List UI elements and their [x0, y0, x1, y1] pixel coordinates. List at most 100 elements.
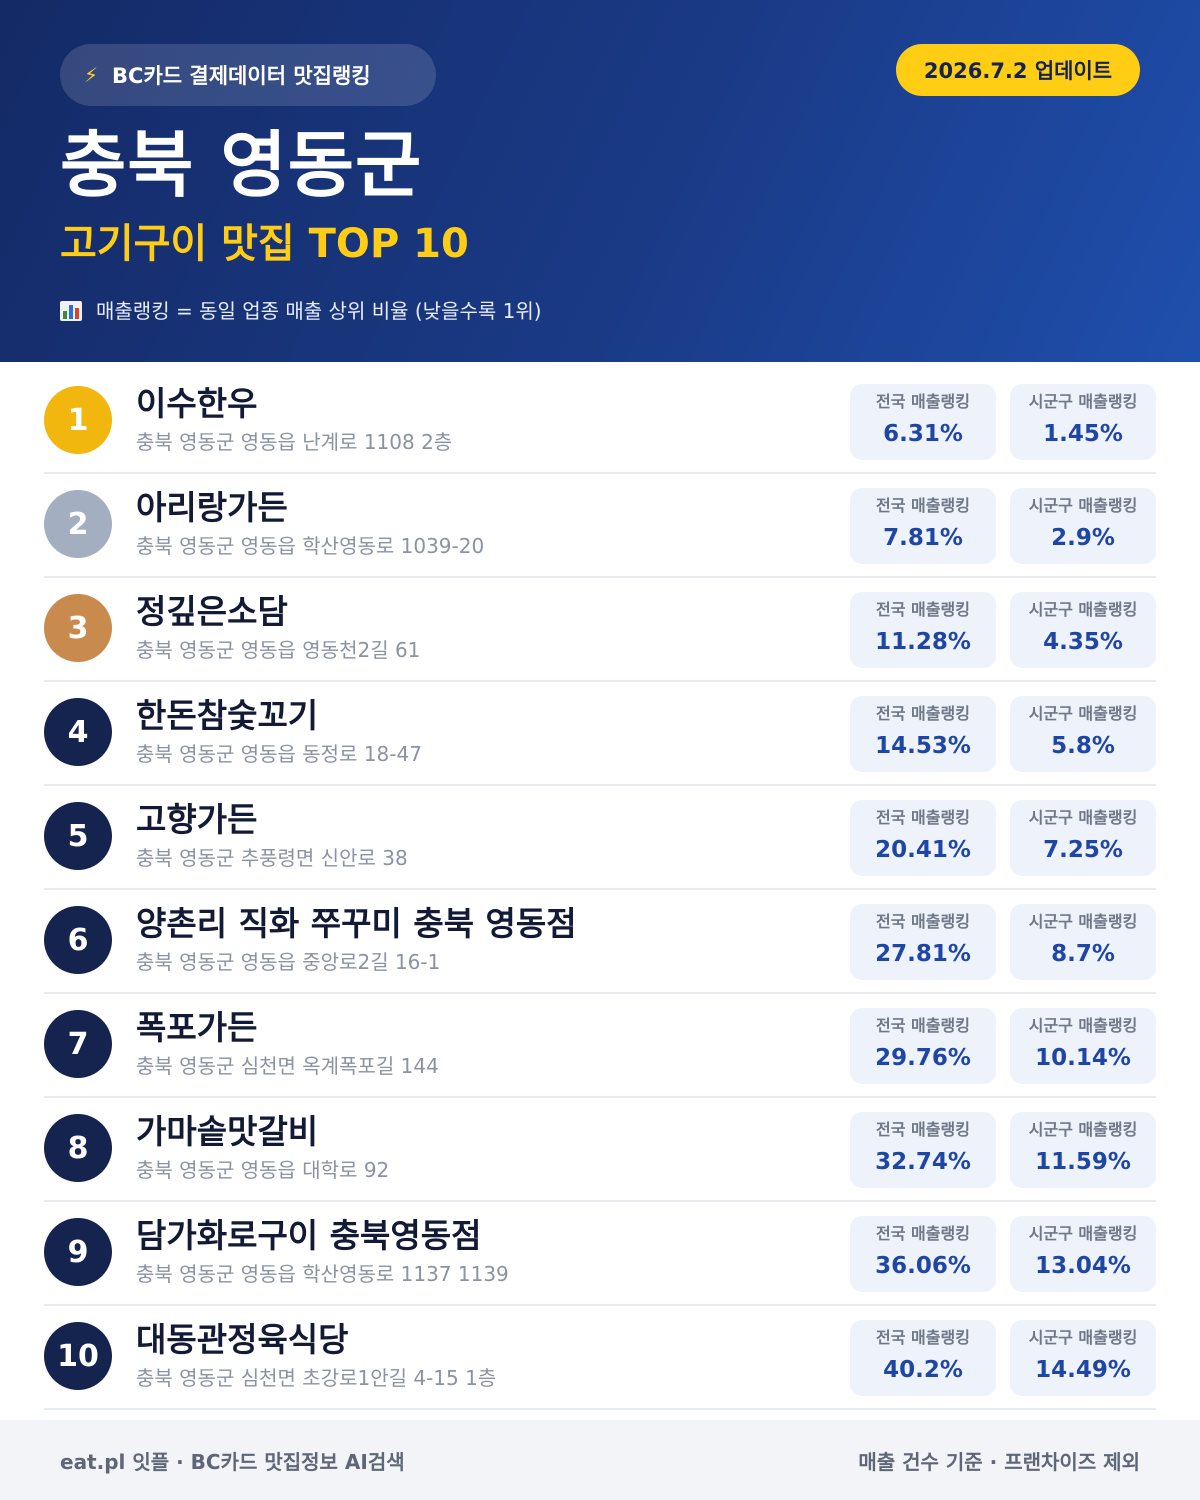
- national-ranking-label: 전국 매출랭킹: [876, 912, 970, 931]
- restaurant-name[interactable]: 담가화로구이 충북영동점: [136, 1216, 482, 1255]
- restaurant-address: 충북 영동군 영동읍 학산영동로 1039-20: [136, 534, 485, 558]
- rank-badge: 7: [44, 1010, 112, 1078]
- national-ranking-value: 36.06%: [875, 1253, 971, 1279]
- national-ranking-label: 전국 매출랭킹: [876, 704, 970, 723]
- local-ranking-label: 시군구 매출랭킹: [1028, 808, 1138, 827]
- national-ranking-card: 전국 매출랭킹 6.31%: [850, 384, 996, 460]
- list-item[interactable]: 2 아리랑가든 충북 영동군 영동읍 학산영동로 1039-20 전국 매출랭킹…: [44, 474, 1156, 578]
- restaurant-address: 충북 영동군 영동읍 동정로 18-47: [136, 742, 422, 766]
- local-ranking-card: 시군구 매출랭킹 14.49%: [1010, 1320, 1156, 1396]
- local-ranking-value: 10.14%: [1035, 1045, 1131, 1071]
- national-ranking-label: 전국 매출랭킹: [876, 1224, 970, 1243]
- local-ranking-card: 시군구 매출랭킹 2.9%: [1010, 488, 1156, 564]
- national-ranking-value: 27.81%: [875, 941, 971, 967]
- list-item[interactable]: 7 폭포가든 충북 영동군 심천면 옥계폭포길 144 전국 매출랭킹 29.7…: [44, 994, 1156, 1098]
- restaurant-name[interactable]: 고향가든: [136, 800, 258, 839]
- rank-badge: 8: [44, 1114, 112, 1182]
- restaurant-name[interactable]: 아리랑가든: [136, 488, 288, 527]
- national-ranking-label: 전국 매출랭킹: [876, 808, 970, 827]
- local-ranking-card: 시군구 매출랭킹 13.04%: [1010, 1216, 1156, 1292]
- local-ranking-label: 시군구 매출랭킹: [1028, 1328, 1138, 1347]
- national-ranking-value: 40.2%: [883, 1357, 963, 1383]
- restaurant-name[interactable]: 폭포가든: [136, 1008, 258, 1047]
- local-ranking-label: 시군구 매출랭킹: [1028, 496, 1138, 515]
- restaurant-address: 충북 영동군 심천면 초강로1안길 4-15 1층: [136, 1366, 497, 1390]
- local-ranking-card: 시군구 매출랭킹 4.35%: [1010, 592, 1156, 668]
- local-ranking-card: 시군구 매출랭킹 1.45%: [1010, 384, 1156, 460]
- local-ranking-value: 4.35%: [1043, 629, 1123, 655]
- restaurant-address: 충북 영동군 심천면 옥계폭포길 144: [136, 1054, 439, 1078]
- lightning-bolt-icon: ⚡: [84, 63, 99, 87]
- restaurant-address: 충북 영동군 영동읍 영동천2길 61: [136, 638, 421, 662]
- national-ranking-card: 전국 매출랭킹 29.76%: [850, 1008, 996, 1084]
- rank-badge: 5: [44, 802, 112, 870]
- list-item[interactable]: 3 정깊은소담 충북 영동군 영동읍 영동천2길 61 전국 매출랭킹 11.2…: [44, 578, 1156, 682]
- national-ranking-label: 전국 매출랭킹: [876, 392, 970, 411]
- footer-criteria: 매출 건수 기준 · 프랜차이즈 제외: [858, 1449, 1140, 1474]
- national-ranking-label: 전국 매출랭킹: [876, 496, 970, 515]
- list-item[interactable]: 5 고향가든 충북 영동군 추풍령면 신안로 38 전국 매출랭킹 20.41%…: [44, 786, 1156, 890]
- restaurant-address: 충북 영동군 영동읍 중앙로2길 16-1: [136, 950, 441, 974]
- local-ranking-label: 시군구 매출랭킹: [1028, 600, 1138, 619]
- rank-badge: 9: [44, 1218, 112, 1286]
- list-item[interactable]: 9 담가화로구이 충북영동점 충북 영동군 영동읍 학산영동로 1137 113…: [44, 1202, 1156, 1306]
- national-ranking-value: 32.74%: [875, 1149, 971, 1175]
- list-item[interactable]: 4 한돈참숯꼬기 충북 영동군 영동읍 동정로 18-47 전국 매출랭킹 14…: [44, 682, 1156, 786]
- local-ranking-value: 8.7%: [1051, 941, 1115, 967]
- local-ranking-card: 시군구 매출랭킹 5.8%: [1010, 696, 1156, 772]
- rank-badge: 3: [44, 594, 112, 662]
- header-banner: ⚡ BC카드 결제데이터 맛집랭킹 2026.7.2 업데이트 충북 영동군 고…: [0, 0, 1200, 362]
- list-item[interactable]: 6 양촌리 직화 쭈꾸미 충북 영동점 충북 영동군 영동읍 중앙로2길 16-…: [44, 890, 1156, 994]
- restaurant-name[interactable]: 이수한우: [136, 384, 258, 423]
- local-ranking-card: 시군구 매출랭킹 10.14%: [1010, 1008, 1156, 1084]
- update-date-badge: 2026.7.2 업데이트: [896, 44, 1140, 96]
- local-ranking-value: 5.8%: [1051, 733, 1115, 759]
- bar-chart-icon: [60, 301, 82, 321]
- local-ranking-card: 시군구 매출랭킹 7.25%: [1010, 800, 1156, 876]
- national-ranking-label: 전국 매출랭킹: [876, 600, 970, 619]
- restaurant-address: 충북 영동군 추풍령면 신안로 38: [136, 846, 408, 870]
- page-title: 충북 영동군: [60, 123, 423, 207]
- restaurant-name[interactable]: 대동관정육식당: [136, 1320, 349, 1359]
- local-ranking-label: 시군구 매출랭킹: [1028, 1016, 1138, 1035]
- restaurant-name[interactable]: 한돈참숯꼬기: [136, 696, 319, 735]
- list-item[interactable]: 10 대동관정육식당 충북 영동군 심천면 초강로1안길 4-15 1층 전국 …: [44, 1306, 1156, 1410]
- national-ranking-value: 11.28%: [875, 629, 971, 655]
- local-ranking-label: 시군구 매출랭킹: [1028, 1224, 1138, 1243]
- national-ranking-value: 6.31%: [883, 421, 963, 447]
- ranking-note-text: 매출랭킹 = 동일 업종 매출 상위 비율 (낮을수록 1위): [96, 299, 542, 323]
- national-ranking-label: 전국 매출랭킹: [876, 1016, 970, 1035]
- local-ranking-value: 7.25%: [1043, 837, 1123, 863]
- restaurant-name[interactable]: 정깊은소담: [136, 592, 288, 631]
- national-ranking-label: 전국 매출랭킹: [876, 1328, 970, 1347]
- restaurant-address: 충북 영동군 영동읍 난계로 1108 2층: [136, 430, 453, 454]
- page-subtitle: 고기구이 맛집 TOP 10: [60, 221, 469, 267]
- rank-badge: 10: [44, 1322, 112, 1390]
- source-label: BC카드 결제데이터 맛집랭킹: [112, 64, 371, 88]
- restaurant-address: 충북 영동군 영동읍 학산영동로 1137 1139: [136, 1262, 509, 1286]
- list-item[interactable]: 1 이수한우 충북 영동군 영동읍 난계로 1108 2층 전국 매출랭킹 6.…: [44, 370, 1156, 474]
- national-ranking-label: 전국 매출랭킹: [876, 1120, 970, 1139]
- local-ranking-value: 14.49%: [1035, 1357, 1131, 1383]
- rank-badge: 4: [44, 698, 112, 766]
- footer: eat.pl 잇플 · BC카드 맛집정보 AI검색 매출 건수 기준 · 프랜…: [0, 1420, 1200, 1500]
- restaurant-name[interactable]: 가마솥맛갈비: [136, 1112, 319, 1151]
- local-ranking-label: 시군구 매출랭킹: [1028, 392, 1138, 411]
- restaurant-address: 충북 영동군 영동읍 대학로 92: [136, 1158, 390, 1182]
- national-ranking-card: 전국 매출랭킹 11.28%: [850, 592, 996, 668]
- national-ranking-value: 7.81%: [883, 525, 963, 551]
- list-item[interactable]: 8 가마솥맛갈비 충북 영동군 영동읍 대학로 92 전국 매출랭킹 32.74…: [44, 1098, 1156, 1202]
- rank-badge: 6: [44, 906, 112, 974]
- local-ranking-value: 13.04%: [1035, 1253, 1131, 1279]
- local-ranking-label: 시군구 매출랭킹: [1028, 1120, 1138, 1139]
- local-ranking-label: 시군구 매출랭킹: [1028, 912, 1138, 931]
- footer-source[interactable]: eat.pl 잇플 · BC카드 맛집정보 AI검색: [60, 1449, 405, 1474]
- local-ranking-card: 시군구 매출랭킹 8.7%: [1010, 904, 1156, 980]
- restaurant-name[interactable]: 양촌리 직화 쭈꾸미 충북 영동점: [136, 904, 577, 943]
- source-badge: ⚡ BC카드 결제데이터 맛집랭킹: [60, 44, 436, 106]
- national-ranking-card: 전국 매출랭킹 36.06%: [850, 1216, 996, 1292]
- restaurant-list: 1 이수한우 충북 영동군 영동읍 난계로 1108 2층 전국 매출랭킹 6.…: [44, 370, 1156, 1410]
- national-ranking-value: 29.76%: [875, 1045, 971, 1071]
- national-ranking-card: 전국 매출랭킹 40.2%: [850, 1320, 996, 1396]
- national-ranking-card: 전국 매출랭킹 7.81%: [850, 488, 996, 564]
